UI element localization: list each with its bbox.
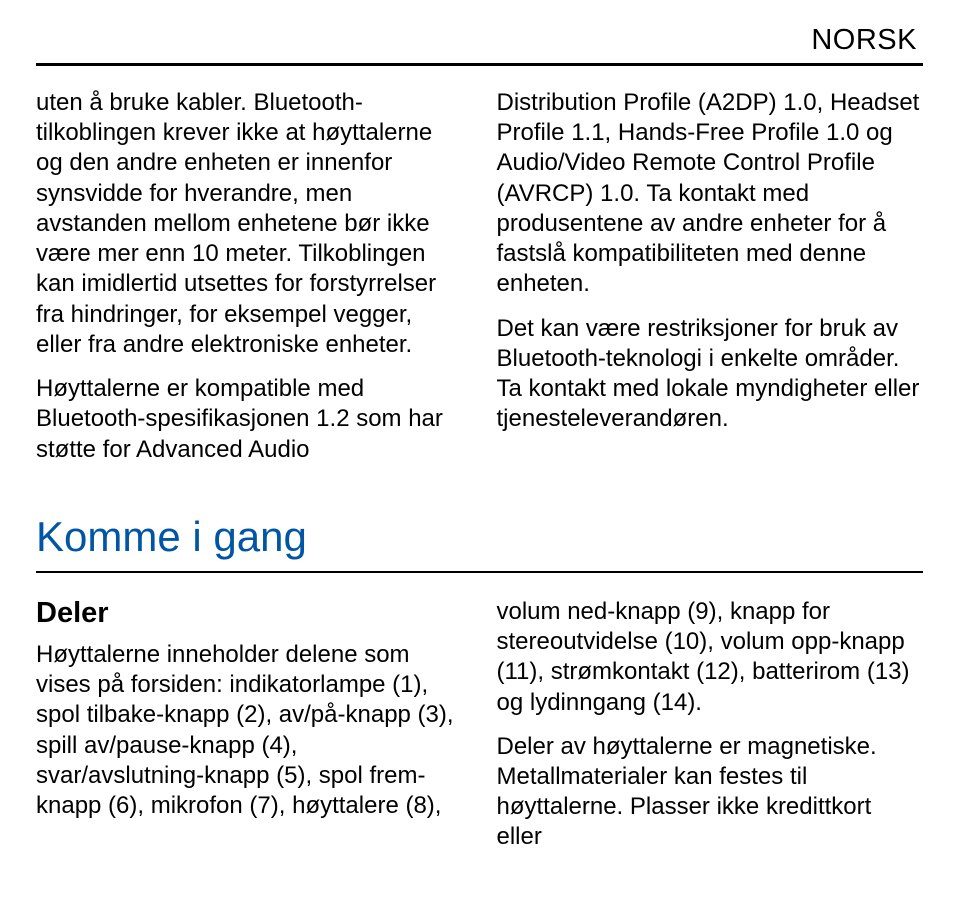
body-paragraph: Deler av høyttalerne er magnetiske. Meta… [497,732,924,853]
section-title: Komme i gang [36,513,923,561]
body-paragraph: Høyttalerne er kompatible med Bluetooth-… [36,374,463,465]
body-paragraph: Det kan være restriksjoner for bruk av B… [497,314,924,435]
lower-left-column: Deler Høyttalerne inneholder delene som … [36,597,463,867]
section-rule [36,571,923,573]
body-paragraph: uten å bruke kabler. Bluetooth-tilkoblin… [36,88,463,360]
body-paragraph: Distribution Profile (A2DP) 1.0, Headset… [497,88,924,300]
body-paragraph: Høyttalerne inneholder delene som vises … [36,640,463,821]
lower-columns: Deler Høyttalerne inneholder delene som … [36,597,923,867]
header-rule [36,63,923,66]
upper-columns: uten å bruke kabler. Bluetooth-tilkoblin… [36,88,923,479]
upper-left-column: uten å bruke kabler. Bluetooth-tilkoblin… [36,88,463,479]
language-label: NORSK [36,24,923,57]
lower-right-column: volum ned-knapp (9), knapp for stereoutv… [497,597,924,867]
body-paragraph: volum ned-knapp (9), knapp for stereoutv… [497,597,924,718]
page-header: NORSK [36,24,923,66]
subsection-heading: Deler [36,597,463,630]
upper-right-column: Distribution Profile (A2DP) 1.0, Headset… [497,88,924,479]
